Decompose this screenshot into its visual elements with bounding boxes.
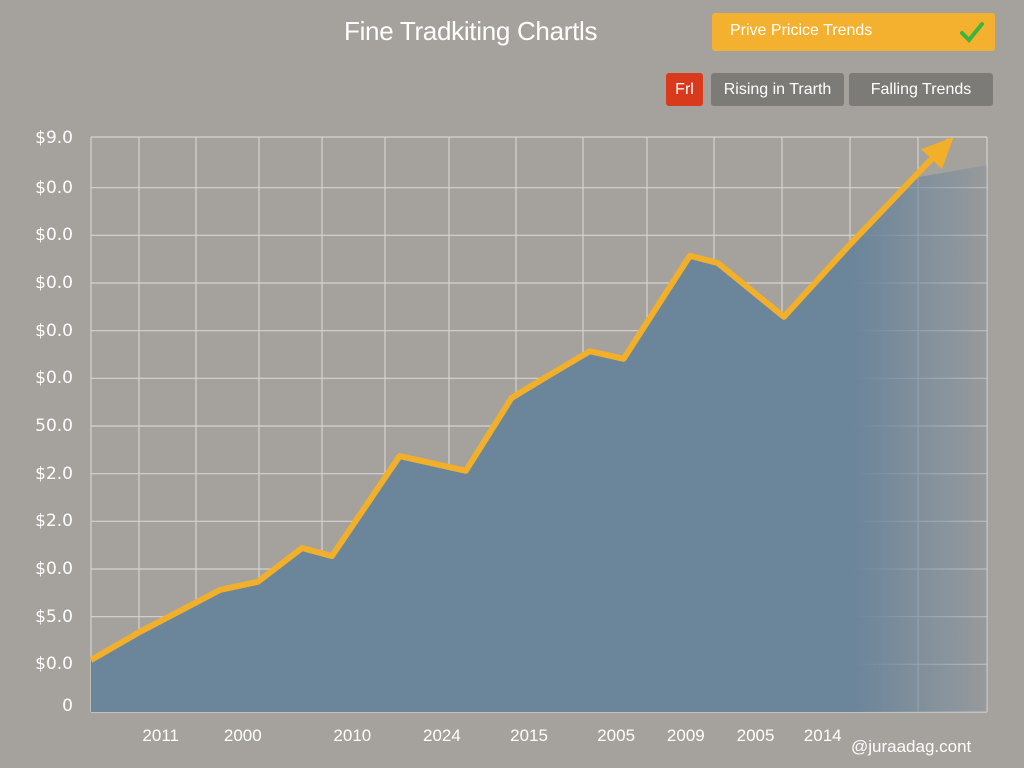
y-tick-label: $5.0 [35,606,73,627]
x-tick-label: 2005 [597,726,636,745]
y-tick-label: 0 [62,696,73,716]
chart-title: Fine Tradkiting Chartls [344,16,598,46]
arrow-head-icon [921,137,954,169]
x-tick-label: 2015 [510,726,548,745]
x-tick-label: 2005 [736,726,775,745]
x-tick-label: 2024 [423,726,461,745]
y-tick-label: $0.0 [35,320,73,341]
x-tick-label: 2009 [666,726,705,745]
x-tick-label: 2011 [142,726,179,745]
y-tick-label: $0.0 [35,654,73,675]
y-tick-label: 50.0 [35,416,73,436]
price-trends-badge[interactable]: Prive Pricice Trends [712,13,995,51]
y-tick-label: $0.0 [35,177,73,198]
x-tick-label: 2010 [333,726,372,745]
area-fill [91,165,987,713]
y-tick-label: $0.0 [35,368,73,389]
x-tick-label: 2000 [223,726,262,745]
legend-item-rising[interactable]: Rising in Trarth [711,73,844,106]
legend-item-red[interactable]: Frl [666,73,703,106]
y-tick-label: $0.0 [35,225,73,246]
badge-label: Prive Pricice Trends [730,22,873,39]
watermark: @juraadag.cont [851,737,972,756]
y-tick-label: $2.0 [35,463,73,484]
y-tick-label: $9.0 [35,128,73,148]
y-tick-label: $0.0 [35,273,73,293]
legend-item-falling[interactable]: Falling Trends [849,73,993,106]
y-tick-label: $0.0 [35,559,73,579]
checkmark-icon [960,22,984,43]
x-tick-label: 2014 [803,726,842,745]
y-tick-label: $2.0 [35,511,73,532]
